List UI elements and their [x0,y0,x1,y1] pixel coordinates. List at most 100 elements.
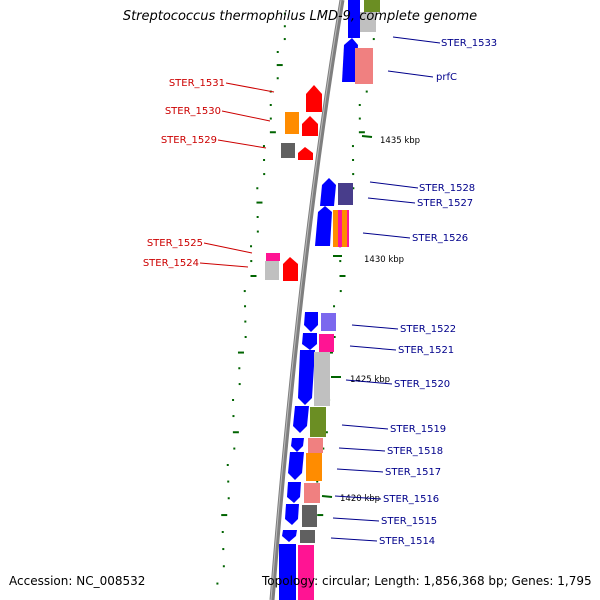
gene-label-ster-1520[interactable]: STER_1520 [394,379,450,390]
gene-label-ster-1525[interactable]: STER_1525 [147,238,203,249]
leader-line-ster-1522 [351,324,399,330]
gene-label-ster-1517[interactable]: STER_1517 [385,467,441,478]
genome-title: Streptococcus thermophilus LMD-9, comple… [122,9,478,24]
gene-ster-1533[interactable] [348,0,360,38]
tick-label-1425: 1425 kbp [350,375,390,385]
gc-dot [276,64,283,67]
gc-dot [352,159,355,161]
gc-dot [233,447,236,450]
gc-dot [263,173,266,176]
gc-dot [232,431,239,434]
gc-dot [256,216,259,218]
gene-ster-1521[interactable] [302,333,317,350]
gene-label-prfc[interactable]: prfC [436,72,457,83]
gene-prfc-box[interactable] [355,48,373,84]
gc-dot [339,290,342,293]
gene-ster-1530a[interactable] [285,112,299,134]
leader-line-ster-1518 [338,447,386,452]
gc-dot [226,464,229,466]
leader-line-ster-1530 [221,110,271,122]
leader-line-ster-1514 [330,537,378,542]
gene-label-ster-1527[interactable]: STER_1527 [417,198,473,209]
gene-label-ster-1516[interactable]: STER_1516 [383,494,439,505]
gc-dot [333,305,336,308]
gc-dot [372,38,375,41]
leader-line-ster-1519 [341,424,389,430]
gene-ster-1518[interactable] [291,438,304,452]
gene-label-ster-1524[interactable]: STER_1524 [143,258,199,269]
gc-dot [358,104,361,106]
gc-dot [221,531,224,533]
gene-ster-1529a[interactable] [281,143,295,158]
gc-dot [322,447,325,450]
gene-label-ster-1529[interactable]: STER_1529 [161,135,217,146]
gene-ster-1515[interactable] [285,504,299,525]
gene-label-ster-1531[interactable]: STER_1531 [169,78,225,89]
gc-dot [227,497,230,500]
gene-label-ster-1528[interactable]: STER_1528 [419,183,475,194]
gene-ster-1519[interactable] [293,406,309,433]
gene-prfc[interactable] [342,38,358,82]
gene-ster-1525[interactable] [266,253,280,261]
gc-dot [316,480,319,483]
leader-line-ster-1529 [217,139,267,149]
gene-label-ster-1530[interactable]: STER_1530 [165,106,221,117]
tick-label-1420: 1420 kbp [340,494,380,504]
gc-dot [358,117,361,120]
gene-ster-1516[interactable] [287,482,301,503]
leader-line-ster-1515 [332,517,380,522]
gene-ster-1527[interactable] [338,183,353,205]
leader-line-ster-1524 [199,262,249,268]
gene-label-ster-1518[interactable]: STER_1518 [387,446,443,457]
gene-ster-1529[interactable] [298,147,313,160]
gc-dot [238,367,241,370]
gc-dot [237,351,244,354]
forward-strand-features [279,0,380,600]
gc-dot [339,260,342,263]
leader-line-ster-1526 [362,232,411,239]
genome-summary-text: Topology: circular; Length: 1,856,368 bp… [262,574,592,588]
gc-dot [351,145,354,148]
gene-label-ster-1522[interactable]: STER_1522 [400,324,456,335]
leader-line-ster-1521 [349,345,397,351]
gc-dot [256,187,259,190]
gc-dot [276,77,279,80]
gene-label-ster-1514[interactable]: STER_1514 [379,536,435,547]
gc-dot [283,38,286,41]
gene-label-ster-1519[interactable]: STER_1519 [390,424,446,435]
gc-dot [352,187,355,190]
gc-dot [227,480,230,483]
gc-dot [244,320,247,323]
gc-dot [250,275,257,277]
gc-dot [222,565,225,568]
tick-label-1435: 1435 kbp [380,136,420,146]
gene-label-ster-1521[interactable]: STER_1521 [398,345,454,356]
gene-label-ster-1526[interactable]: STER_1526 [412,233,468,244]
gene-ster-1524[interactable] [283,257,298,281]
reverse-strand-features [265,85,322,281]
leader-line-ster-1525 [203,242,253,254]
gene-ster-1514[interactable] [282,530,297,542]
gc-dot [232,399,235,401]
gene-ster-1530[interactable] [302,116,318,136]
gc-dot [250,260,253,263]
gene-ster-1526[interactable] [315,206,332,246]
label-leader-lines [199,36,441,542]
gc-dot [222,548,225,551]
gene-ster-1525b[interactable] [265,261,279,280]
gene-label-ster-1533[interactable]: STER_1533 [441,38,497,49]
gc-dot [232,415,235,418]
gene-ster-1528[interactable] [320,178,336,206]
gene-ster-1531[interactable] [306,85,322,112]
gene-labels: STER_1533 prfC STER_1528 STER_1527 STER_1526… [143,38,497,547]
gc-dot [365,90,368,93]
gene-label-ster-1515[interactable]: STER_1515 [381,516,437,527]
gc-dot [244,305,247,308]
leader-line-ster-1533 [392,36,441,44]
gene-ster-1517[interactable] [288,452,304,480]
gc-dot [352,173,355,176]
gene-ster-1520[interactable] [298,350,315,405]
gene-ster-1522[interactable] [304,312,318,332]
gc-dot [243,290,246,293]
